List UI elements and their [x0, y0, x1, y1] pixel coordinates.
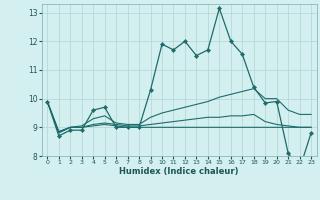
X-axis label: Humidex (Indice chaleur): Humidex (Indice chaleur)	[119, 167, 239, 176]
